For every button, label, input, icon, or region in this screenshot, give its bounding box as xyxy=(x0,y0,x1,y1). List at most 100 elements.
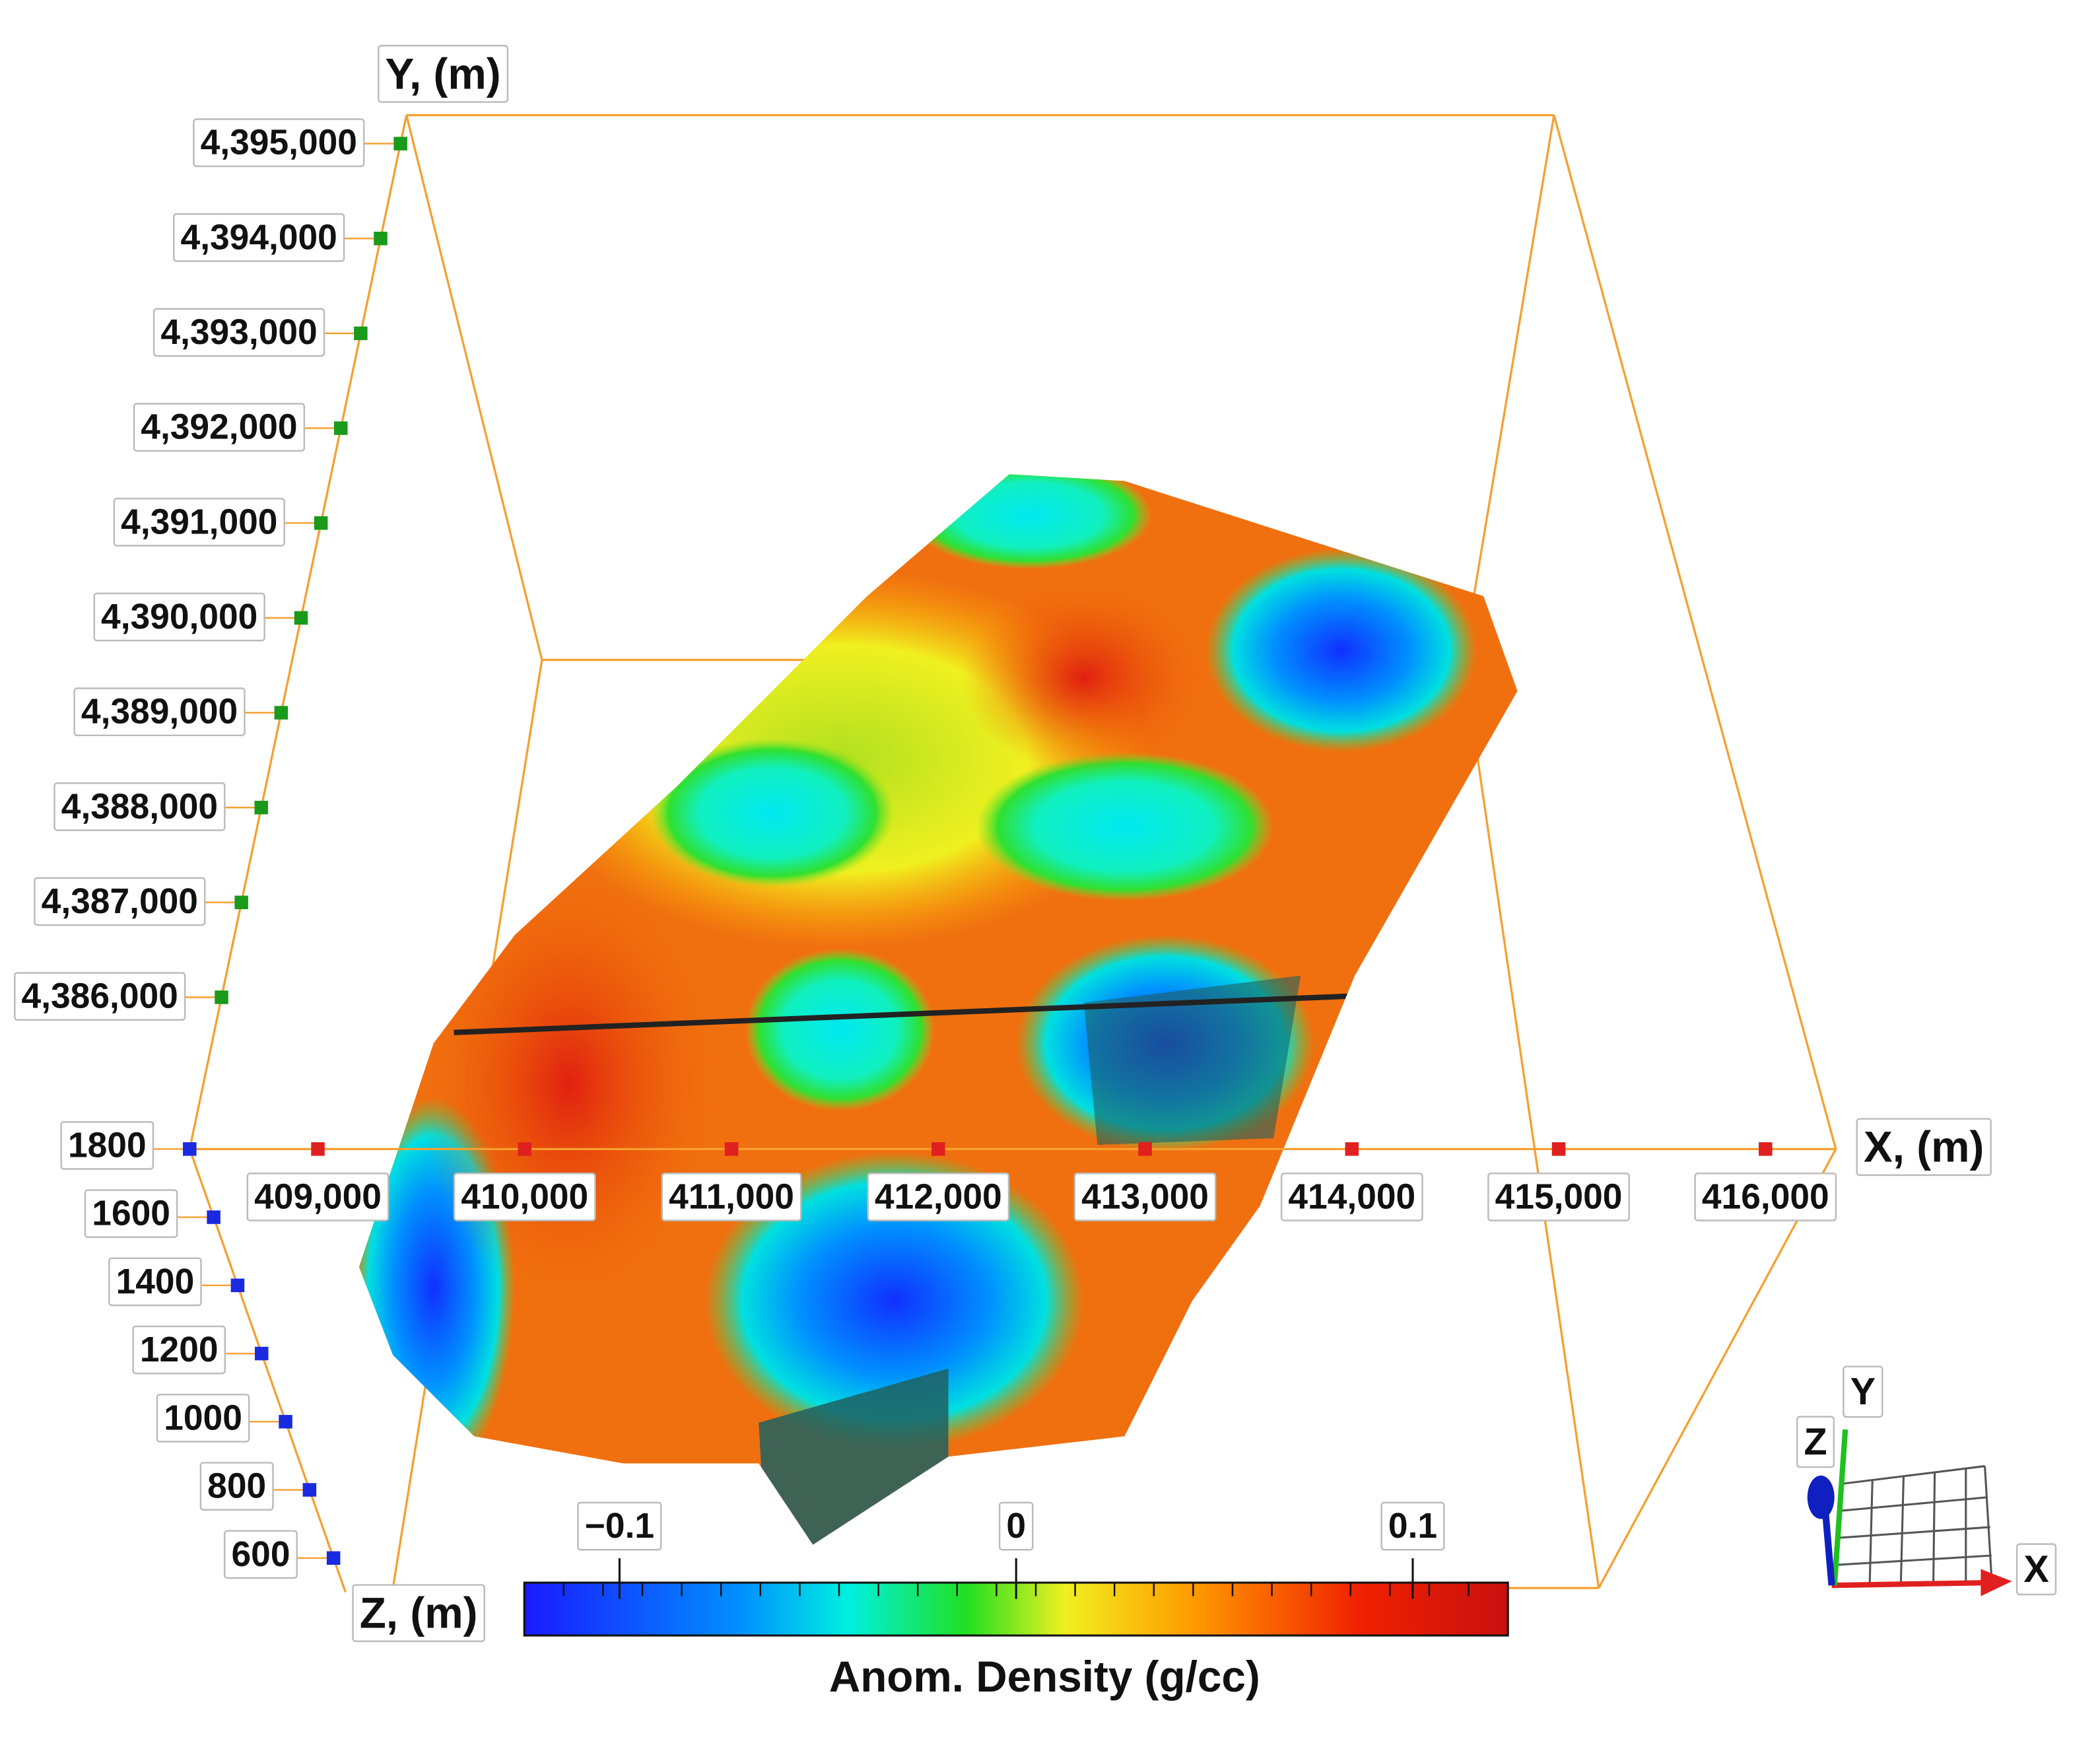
box-edge xyxy=(1553,115,1837,1149)
triad-x-arrow xyxy=(1831,1579,1992,1589)
x-tick-label-group: 409,000 xyxy=(246,1172,390,1221)
y-axis-title-box xyxy=(378,44,509,103)
y-tick-label: 4,391,000 xyxy=(121,502,277,541)
y-tick-label-box xyxy=(152,308,325,357)
colorbar-tick-label-box xyxy=(577,1501,662,1551)
y-tick-label-box xyxy=(173,213,345,262)
z-tick xyxy=(279,1415,292,1429)
z-tick-label-box xyxy=(132,1325,226,1375)
anomaly xyxy=(650,738,895,888)
colorbar-tick-label-box xyxy=(998,1501,1034,1551)
colorbar-title-group: Anom. Density (g/cc) xyxy=(829,1653,1260,1701)
z-tick xyxy=(326,1551,341,1565)
y-tick xyxy=(274,706,288,720)
section-edge xyxy=(454,993,1355,1035)
z-tick-label-box xyxy=(156,1393,250,1443)
z-axis-title: Z, (m) xyxy=(360,1589,478,1637)
z-tick-label-group: 800 xyxy=(199,1462,274,1511)
y-tick xyxy=(374,231,388,246)
y-tick-label: 4,395,000 xyxy=(201,123,357,162)
z-tick-label-group: 1000 xyxy=(156,1393,250,1443)
colorbar-tick-label: −0.1 xyxy=(585,1507,654,1546)
y-tick xyxy=(294,611,308,625)
y-tick xyxy=(334,421,348,435)
colorbar-tick-label-group: 0 xyxy=(998,1501,1034,1551)
x-tick-label-box xyxy=(867,1172,1010,1221)
x-tick-label-box xyxy=(1487,1172,1630,1221)
z-tick-label-group: 1200 xyxy=(132,1325,226,1375)
y-tick-label: 4,392,000 xyxy=(141,408,297,447)
box-edge xyxy=(405,115,543,660)
x-tick xyxy=(1551,1142,1566,1156)
box-edge xyxy=(1462,660,1600,1589)
z-tick-label-box xyxy=(60,1120,154,1170)
z-tick-label-box xyxy=(199,1462,274,1511)
triad-grid-line xyxy=(1899,1476,1905,1585)
y-tick-label-box xyxy=(113,497,285,547)
x-tick-label: 413,000 xyxy=(1081,1177,1209,1216)
x-tick-label-group: 411,000 xyxy=(661,1172,802,1221)
triad-x-label-box xyxy=(2015,1543,2057,1596)
x-tick-label: 414,000 xyxy=(1288,1177,1415,1216)
triad-z-label-box xyxy=(1796,1416,1835,1468)
y-tick-label-group: 4,386,000 xyxy=(14,972,186,1021)
z-tick-label: 600 xyxy=(231,1535,290,1574)
z-tick-label: 1000 xyxy=(164,1398,242,1437)
triad-x-label: X xyxy=(2023,1548,2049,1591)
triad-z-head xyxy=(1807,1475,1835,1519)
y-tick-label-group: 4,392,000 xyxy=(133,403,306,452)
box-edge xyxy=(1598,1148,1837,1589)
y-axis xyxy=(188,115,408,1149)
x-tick-label: 412,000 xyxy=(875,1177,1002,1216)
y-tick-label-group: 4,394,000 xyxy=(173,213,345,262)
triad-y-label-group: Y xyxy=(1843,1365,1883,1418)
z-tick-label-box xyxy=(84,1189,178,1239)
z-tick-label: 1800 xyxy=(68,1126,147,1165)
z-axis-title-box xyxy=(352,1584,485,1643)
x-tick-label-box xyxy=(1694,1172,1837,1221)
x-tick xyxy=(1759,1142,1773,1156)
y-tick-label-group: 4,390,000 xyxy=(93,592,265,642)
x-tick-label-box xyxy=(1073,1172,1217,1221)
box-edge xyxy=(1462,115,1555,660)
y-tick xyxy=(314,516,328,530)
triad-grid-line xyxy=(1932,1472,1936,1583)
triad-grid-line xyxy=(1984,1466,1993,1579)
anomaly xyxy=(704,1151,1084,1450)
x-tick-label: 409,000 xyxy=(254,1177,382,1216)
y-axis-title-group: Y, (m) xyxy=(378,44,509,103)
z-axis-title-group: Z, (m) xyxy=(352,1584,485,1643)
z-tick xyxy=(207,1210,220,1224)
x-tick-label-group: 410,000 xyxy=(453,1172,596,1221)
z-tick-label: 1600 xyxy=(92,1194,170,1233)
triad-grid xyxy=(1834,1465,1993,1586)
anomaly xyxy=(975,752,1274,901)
y-tick-label: 4,388,000 xyxy=(61,787,218,826)
z-tick-label-box xyxy=(108,1257,202,1307)
z-tick-label: 1200 xyxy=(140,1330,219,1369)
triad-grid-line xyxy=(1837,1526,1990,1539)
y-tick xyxy=(354,326,368,341)
x-axis-title: X, (m) xyxy=(1864,1123,1984,1171)
triad-x-label-group: X xyxy=(2015,1543,2057,1596)
x-tick-label-box xyxy=(661,1172,802,1221)
x-axis-title-group: X, (m) xyxy=(1856,1118,1992,1177)
z-tick-label: 800 xyxy=(207,1467,266,1506)
axis-triad xyxy=(1807,1429,2012,1596)
x-tick xyxy=(1345,1142,1359,1156)
anomaly xyxy=(745,948,935,1111)
anomaly xyxy=(1205,549,1477,753)
y-tick-label: 4,394,000 xyxy=(181,218,337,257)
triad-y-label-box xyxy=(1843,1365,1883,1418)
z-tick xyxy=(183,1142,197,1156)
colorbar-title: Anom. Density (g/cc) xyxy=(829,1653,1260,1701)
y-tick-label-group: 4,388,000 xyxy=(53,782,226,831)
z-tick-label-group: 1800 xyxy=(60,1120,154,1170)
x-tick xyxy=(1138,1142,1152,1156)
y-tick-label-box xyxy=(93,592,265,642)
triad-x-head xyxy=(1981,1569,2012,1596)
colorbar xyxy=(523,1558,1509,1637)
y-tick-label-group: 4,395,000 xyxy=(193,118,365,168)
x-tick-label-group: 413,000 xyxy=(1073,1172,1217,1221)
